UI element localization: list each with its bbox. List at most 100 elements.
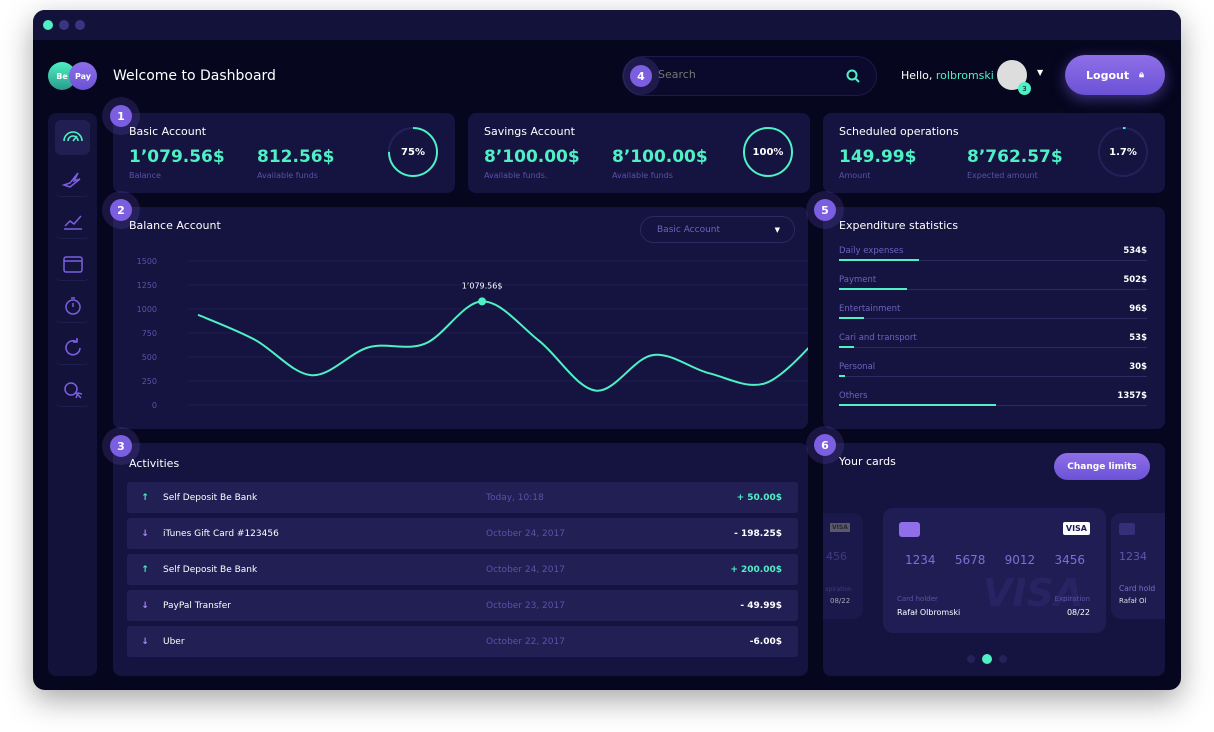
card-prev[interactable]: VISA 456 xpiration 08/22 [823, 513, 863, 619]
sidebar-item-money-cursor[interactable] [55, 372, 90, 407]
sidebar-item-calendar[interactable] [55, 246, 90, 281]
rocket-icon [61, 172, 80, 188]
activity-row[interactable]: ↓ Uber October 22, 2017 -6.00$ [127, 626, 798, 657]
account-card[interactable]: 1 Basic Account 1’079.56$ Balance 812.56… [110, 105, 455, 193]
account-card[interactable]: Scheduled operations 149.99$ Amount 8’76… [823, 113, 1165, 193]
change-limits-button[interactable]: Change limits [1054, 453, 1150, 480]
activities-title: Activities [129, 457, 180, 470]
account-value: 812.56$ [257, 147, 335, 167]
sidebar-item-dashboard[interactable] [55, 120, 90, 155]
activity-name: PayPal Transfer [163, 600, 231, 611]
step-badge: 2 [110, 199, 132, 221]
progress-ring: 75% [388, 127, 438, 177]
sidebar-item-rocket[interactable] [55, 162, 90, 197]
activity-amount: -6.00$ [749, 636, 782, 647]
window-dot[interactable] [59, 20, 69, 30]
pagination-dot[interactable] [982, 654, 992, 664]
activity-name: Self Deposit Be Bank [163, 492, 258, 503]
activity-date: October 23, 2017 [486, 600, 565, 611]
expenditure-bar [839, 317, 864, 319]
card-number: 1234 5678 9012 3456 [905, 553, 1085, 567]
card-pagination [967, 654, 1007, 664]
cards-panel: Your cards Change limits VISA 456 xpirat… [823, 443, 1165, 676]
balance-title: Balance Account [129, 219, 221, 232]
arrow-up-icon: ↑ [141, 492, 149, 503]
y-tick-label: 1500 [137, 257, 157, 266]
search-icon[interactable] [846, 69, 860, 83]
logo: Be Pay [48, 62, 98, 92]
dashboard-icon [62, 131, 83, 142]
account-card[interactable]: Savings Account 8’100.00$ Available fund… [468, 113, 810, 193]
account-label: Available funds [257, 171, 318, 180]
cards-title: Your cards [839, 455, 896, 468]
visa-logo: VISA [1062, 522, 1090, 535]
expenditure-bar [839, 375, 846, 377]
chart-icon [63, 215, 82, 230]
card-active[interactable]: VISA VISA 1234 5678 9012 3456 Card holder R… [883, 508, 1106, 633]
expenditure-row: Cari and transport 53$ [839, 333, 1147, 348]
username: rolbromski [935, 69, 994, 82]
y-tick-label: 250 [142, 377, 157, 386]
expenditure-bar [839, 404, 997, 406]
expenditure-row: Others 1357$ [839, 391, 1147, 406]
expenditure-row: Daily expenses 534$ [839, 246, 1147, 261]
progress-ring: 1.7% [1098, 127, 1148, 177]
progress-ring: 100% [743, 127, 793, 177]
card-next-holder-label: Card hold [1119, 584, 1156, 593]
activity-row[interactable]: ↑ Self Deposit Be Bank Today, 10:18 + 50… [127, 482, 798, 513]
activity-date: October 24, 2017 [486, 528, 565, 539]
pagination-dot[interactable] [999, 655, 1007, 663]
account-title: Savings Account [484, 125, 575, 138]
account-label: Amount [839, 171, 871, 180]
refresh-icon [64, 338, 81, 356]
arrow-down-icon: ↓ [141, 600, 149, 611]
step-badge: 4 [630, 65, 652, 87]
visa-watermark: VISA [983, 571, 1084, 615]
arrow-up-icon: ↑ [141, 564, 149, 575]
sidebar-item-refresh[interactable] [55, 330, 90, 365]
balance-line [197, 300, 808, 392]
stopwatch-icon [64, 297, 81, 315]
arrow-down-icon: ↓ [141, 636, 149, 647]
window-dot[interactable] [43, 20, 53, 30]
account-dropdown[interactable]: Basic Account ▼ [640, 216, 795, 243]
sidebar-item-chart[interactable] [55, 204, 90, 239]
card-next[interactable]: 1234 Card hold Rafał Ol [1111, 513, 1165, 619]
page-title: Welcome to Dashboard [113, 68, 276, 84]
expenditure-bar [839, 259, 920, 261]
activity-amount: - 198.25$ [734, 528, 782, 539]
y-tick-label: 0 [152, 401, 157, 410]
activities-panel: 3 Activities ↑ Self Deposit Be Bank Toda… [110, 435, 808, 676]
expenditure-bar [839, 288, 907, 290]
notification-count: 3 [1018, 82, 1031, 95]
card-expiration: 08/22 [1066, 608, 1090, 617]
activity-amount: + 200.00$ [730, 564, 782, 575]
activity-row[interactable]: ↑ Self Deposit Be Bank October 24, 2017 … [127, 554, 798, 585]
activity-date: Today, 10:18 [486, 492, 544, 503]
arrow-down-icon: ↓ [141, 528, 149, 539]
sidebar-item-stopwatch[interactable] [55, 288, 90, 323]
money-cursor-icon [63, 382, 82, 399]
logout-button[interactable]: Logout 🔒︎ [1065, 55, 1165, 95]
y-tick-label: 1000 [137, 305, 157, 314]
app-window: Be Pay Welcome to Dashboard 4 Hello, rol… [33, 10, 1181, 690]
chevron-down-icon: ▼ [774, 226, 780, 234]
expenditure-panel: 5 Expenditure statistics Daily expenses 5… [814, 199, 1165, 429]
chevron-down-icon[interactable]: ▼ [1037, 68, 1044, 77]
account-value: 8’762.57$ [967, 147, 1063, 167]
activity-row[interactable]: ↓ iTunes Gift Card #123456 October 24, 2… [127, 518, 798, 549]
pagination-dot[interactable] [967, 655, 975, 663]
lock-icon: 🔒︎ [1139, 70, 1144, 80]
chip-icon [899, 522, 920, 537]
window-dot[interactable] [75, 20, 85, 30]
step-badge: 5 [814, 199, 836, 221]
search-box[interactable]: 4 [623, 56, 877, 96]
search-input[interactable] [658, 68, 838, 81]
step-badge: 1 [110, 105, 132, 127]
account-title: Basic Account [129, 125, 207, 138]
activity-amount: - 49.99$ [740, 600, 782, 611]
activity-amount: + 50.00$ [736, 492, 782, 503]
account-value: 1’079.56$ [129, 147, 225, 167]
activity-row[interactable]: ↓ PayPal Transfer October 23, 2017 - 49.… [127, 590, 798, 621]
account-label: Expected amount [967, 171, 1038, 180]
